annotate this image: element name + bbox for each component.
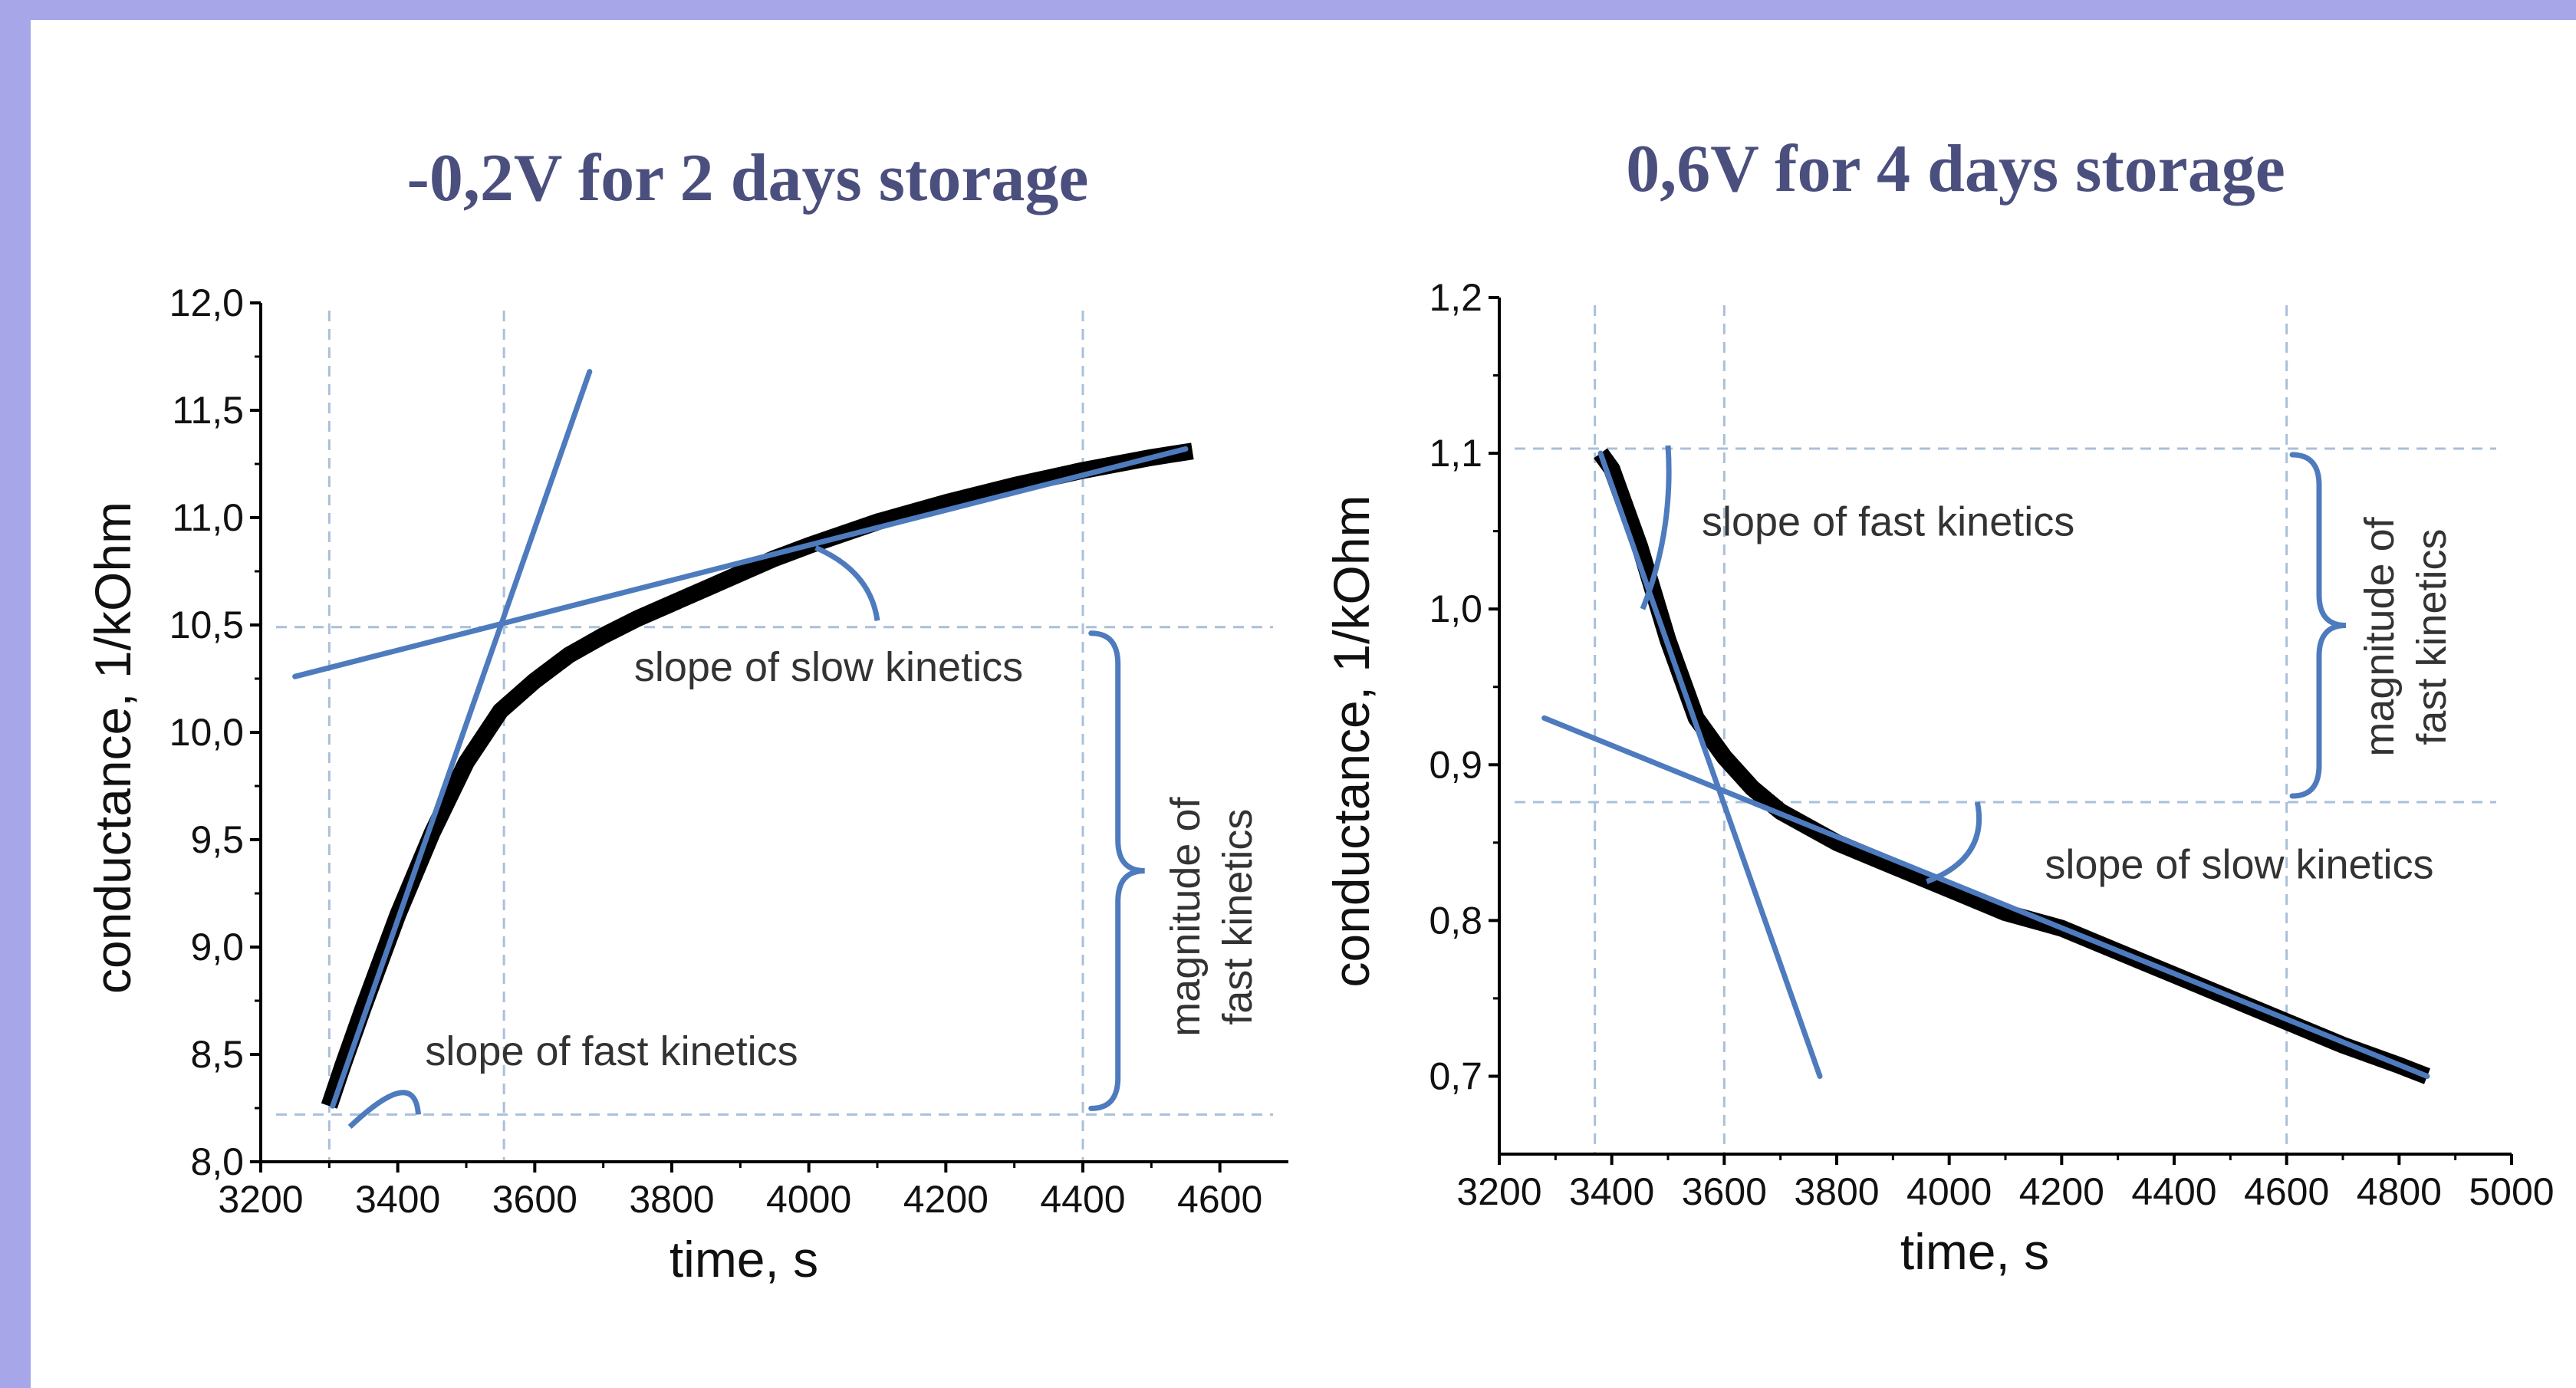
fast-kinetics-label: slope of fast kinetics bbox=[425, 1028, 798, 1074]
magnitude-label-line2: fast kinetics bbox=[2409, 528, 2455, 745]
magnitude-brace bbox=[1088, 630, 1145, 1111]
x-tick-label: 3600 bbox=[1682, 1170, 1767, 1213]
x-tick-label: 4600 bbox=[2244, 1170, 2329, 1213]
x-tick-label: 4000 bbox=[766, 1178, 851, 1221]
slow-kinetics-label: slope of slow kinetics bbox=[2045, 842, 2433, 888]
y-tick-label: 8,0 bbox=[190, 1140, 244, 1183]
x-tick-label: 4600 bbox=[1177, 1178, 1262, 1221]
fast-kinetics-fit-line bbox=[330, 369, 593, 1109]
y-tick-label: 11,5 bbox=[172, 389, 244, 432]
y-tick-label: 9,0 bbox=[190, 926, 244, 969]
fast-slope-arc bbox=[1640, 445, 1672, 610]
x-tick-label: 3600 bbox=[492, 1178, 577, 1221]
y-tick-label: 10,5 bbox=[169, 604, 244, 646]
chart-panel-right: 0,6V for 4 days storage 0,7 0,8 0,9 1,0 1,1 1… bbox=[1323, 130, 2561, 1357]
slow-slope-arc bbox=[1926, 801, 1982, 884]
slow-kinetics-fit-line bbox=[1541, 715, 2430, 1079]
y-axis-label: conductance, 1/kOhm bbox=[84, 502, 141, 994]
y-tick-label: 0,7 bbox=[1429, 1054, 1482, 1097]
magnitude-brace bbox=[2289, 452, 2347, 799]
x-tick-label: 4200 bbox=[903, 1178, 989, 1221]
chart-panel-left: -0,2V for 2 days storage 8,0 8,5 9,0 9,5 10,… bbox=[77, 130, 1304, 1357]
y-tick-label: 0,9 bbox=[1429, 743, 1482, 786]
y-tick-label: 1,0 bbox=[1429, 587, 1482, 630]
x-tick-label: 3800 bbox=[629, 1178, 714, 1221]
x-axis-label: time, s bbox=[1900, 1223, 2049, 1280]
slow-kinetics-label: slope of slow kinetics bbox=[634, 644, 1023, 690]
chart-title-left: -0,2V for 2 days storage bbox=[406, 141, 1089, 215]
magnitude-label-line1: magnitude of bbox=[1163, 796, 1209, 1036]
y-tick-label: 11,0 bbox=[172, 496, 244, 539]
magnitude-label-line1: magnitude of bbox=[2357, 516, 2403, 756]
x-tick-label: 4400 bbox=[2131, 1170, 2216, 1213]
slow-kinetics-fit-line bbox=[292, 446, 1189, 679]
x-tick-label: 4000 bbox=[1907, 1170, 1992, 1213]
x-tick-label: 4200 bbox=[2019, 1170, 2104, 1213]
y-tick-label: 12,0 bbox=[169, 281, 244, 324]
x-tick-label: 3200 bbox=[218, 1178, 303, 1221]
x-tick-label: 4400 bbox=[1040, 1178, 1125, 1221]
slow-slope-arc bbox=[814, 544, 880, 621]
chart-svg-right: 0,7 0,8 0,9 1,0 1,1 1,2 3200 3400 3600 3800 4000 42… bbox=[1323, 276, 2555, 1280]
y-tick-label: 8,5 bbox=[190, 1033, 244, 1076]
fast-slope-arc bbox=[347, 1090, 421, 1129]
fast-kinetics-fit-line bbox=[1597, 450, 1823, 1079]
y-tick-label: 1,2 bbox=[1429, 276, 1482, 319]
y-tick-label: 1,1 bbox=[1429, 432, 1482, 475]
x-tick-label: 4800 bbox=[2357, 1170, 2442, 1213]
y-tick-label: 10,0 bbox=[169, 711, 244, 754]
x-tick-label: 3200 bbox=[1456, 1170, 1541, 1213]
x-tick-label: 5000 bbox=[2469, 1170, 2554, 1213]
y-axis-label: conductance, 1/kOhm bbox=[1323, 495, 1380, 987]
y-tick-label: 0,8 bbox=[1429, 899, 1482, 942]
y-tick-label: 9,5 bbox=[190, 818, 244, 861]
data-series-line bbox=[321, 442, 1194, 1109]
chart-svg-left: 8,0 8,5 9,0 9,5 10,0 10,5 11,0 11,5 12,0 3200 3400… bbox=[84, 281, 1288, 1288]
fast-kinetics-label: slope of fast kinetics bbox=[1702, 499, 2074, 545]
x-tick-label: 3400 bbox=[1569, 1170, 1654, 1213]
x-axis-label: time, s bbox=[669, 1231, 818, 1288]
chart-title-right: 0,6V for 4 days storage bbox=[1626, 132, 2285, 206]
magnitude-label-line2: fast kinetics bbox=[1215, 809, 1261, 1025]
x-tick-label: 3400 bbox=[355, 1178, 440, 1221]
x-tick-label: 3800 bbox=[1794, 1170, 1879, 1213]
